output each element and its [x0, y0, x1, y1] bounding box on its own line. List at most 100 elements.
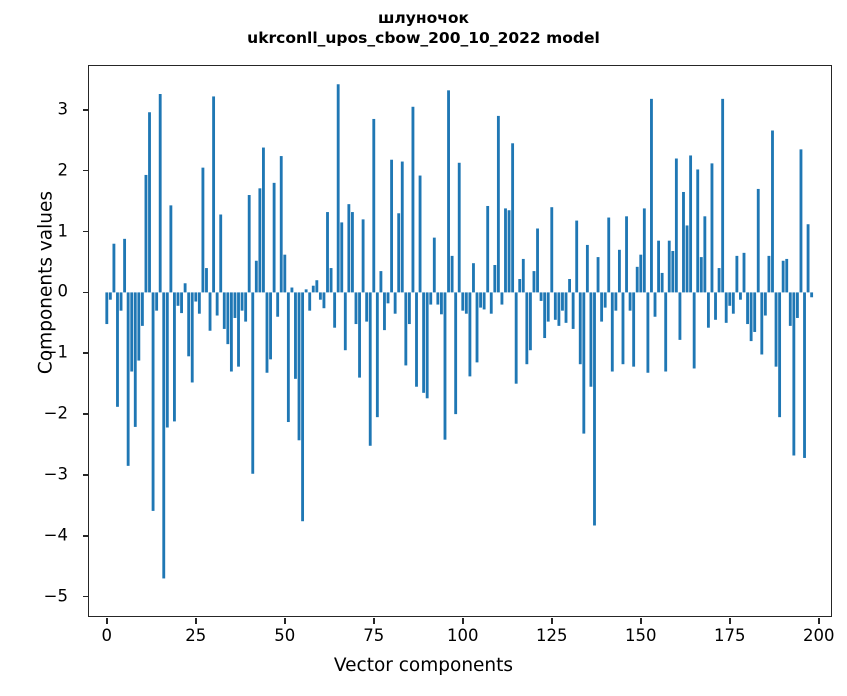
bar	[603, 292, 607, 308]
bar	[657, 240, 660, 293]
bar	[244, 292, 248, 322]
bar	[717, 268, 721, 293]
bar	[543, 292, 547, 339]
bar	[187, 292, 191, 357]
chart-title-line-1: шлуночок	[377, 9, 470, 27]
bar	[375, 292, 379, 418]
bar	[607, 217, 611, 293]
bar	[276, 292, 280, 317]
bar	[778, 292, 782, 418]
bar	[514, 292, 518, 384]
bar	[340, 222, 344, 293]
bar	[140, 292, 144, 326]
bar	[610, 292, 614, 372]
bar	[596, 257, 600, 293]
bar	[464, 292, 468, 314]
bar	[333, 292, 337, 328]
bar	[739, 292, 742, 300]
x-tick-mark	[728, 618, 731, 624]
bar	[788, 292, 792, 326]
bar	[721, 98, 725, 293]
x-tick-mark	[283, 618, 286, 624]
bar	[539, 292, 543, 301]
y-tick-label: −4	[43, 525, 68, 545]
bar	[457, 162, 461, 293]
bar	[518, 279, 522, 293]
bar	[286, 292, 290, 423]
chart-title-line-2: ukrconll_upos_cbow_200_10_2022 model	[247, 29, 600, 47]
bar	[593, 292, 596, 526]
bar	[318, 292, 322, 300]
y-tick-mark	[83, 595, 89, 598]
bar	[269, 292, 272, 360]
bar	[728, 292, 732, 306]
bar	[771, 130, 774, 293]
bar	[450, 255, 454, 293]
y-axis-label: Components values	[35, 190, 57, 375]
bar	[714, 292, 717, 320]
y-tick-label: 1	[57, 221, 69, 241]
bar	[361, 219, 365, 293]
bar	[486, 205, 490, 293]
bar	[311, 285, 315, 293]
bar	[482, 292, 486, 310]
bar	[130, 292, 134, 372]
bar	[155, 292, 159, 311]
bar	[664, 292, 668, 372]
x-tick-label: 0	[101, 626, 113, 645]
bar	[493, 265, 497, 293]
bar	[753, 292, 757, 332]
bar	[504, 208, 507, 293]
bar	[582, 292, 586, 434]
bar	[532, 271, 536, 293]
bar	[347, 204, 351, 293]
y-tick-mark	[83, 230, 89, 233]
bar	[689, 155, 693, 293]
bar	[742, 252, 746, 293]
x-tick-mark	[105, 618, 108, 624]
bar	[279, 156, 283, 293]
y-tick-mark	[83, 352, 89, 355]
bar	[760, 292, 764, 355]
bar	[368, 292, 372, 446]
bar	[746, 292, 749, 325]
bar	[222, 292, 226, 329]
bar	[169, 205, 173, 293]
bar	[685, 225, 689, 293]
bar	[635, 266, 639, 293]
y-tick-mark	[83, 291, 89, 294]
bar	[326, 212, 329, 293]
bar	[792, 292, 796, 456]
bar	[774, 292, 778, 367]
x-tick-mark	[817, 618, 820, 624]
bar	[617, 249, 621, 293]
x-tick-label: 200	[803, 626, 835, 645]
bar	[724, 292, 728, 323]
bar	[799, 149, 803, 293]
x-tick-mark	[461, 618, 464, 624]
bar	[379, 271, 383, 293]
bar	[432, 237, 436, 293]
bar	[258, 188, 262, 293]
bar	[614, 292, 618, 311]
bar	[386, 292, 390, 304]
x-tick-mark	[372, 618, 375, 624]
y-tick-label: 3	[57, 99, 69, 119]
bar	[148, 112, 151, 293]
bar	[336, 84, 340, 293]
bar	[571, 292, 575, 329]
bar	[237, 292, 240, 367]
bar	[390, 159, 394, 293]
y-tick-mark	[83, 169, 89, 172]
bar	[628, 292, 632, 311]
plot-area	[89, 66, 831, 616]
bar	[126, 292, 130, 466]
bar	[201, 167, 205, 293]
y-tick-mark	[83, 474, 89, 476]
bar	[262, 147, 265, 293]
bar	[696, 169, 700, 293]
bar	[165, 292, 169, 428]
bar	[461, 292, 465, 311]
bar	[536, 228, 539, 293]
y-tick-label: −2	[43, 403, 68, 423]
